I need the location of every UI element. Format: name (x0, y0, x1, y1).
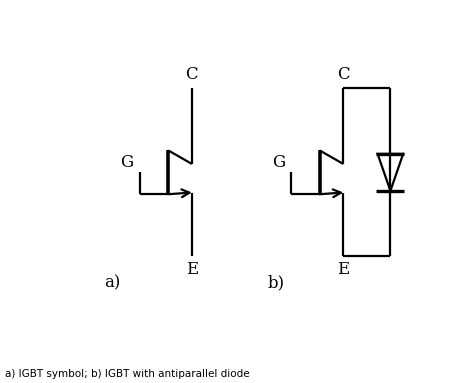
Text: C: C (186, 66, 198, 83)
Text: E: E (186, 262, 198, 278)
Text: C: C (337, 66, 350, 83)
Text: b): b) (268, 275, 285, 292)
Text: a) IGBT symbol; b) IGBT with antiparallel diode: a) IGBT symbol; b) IGBT with antiparalle… (5, 369, 249, 379)
Text: E: E (337, 262, 349, 278)
Text: a): a) (104, 275, 121, 292)
Text: G: G (120, 154, 134, 171)
Text: G: G (272, 154, 285, 171)
